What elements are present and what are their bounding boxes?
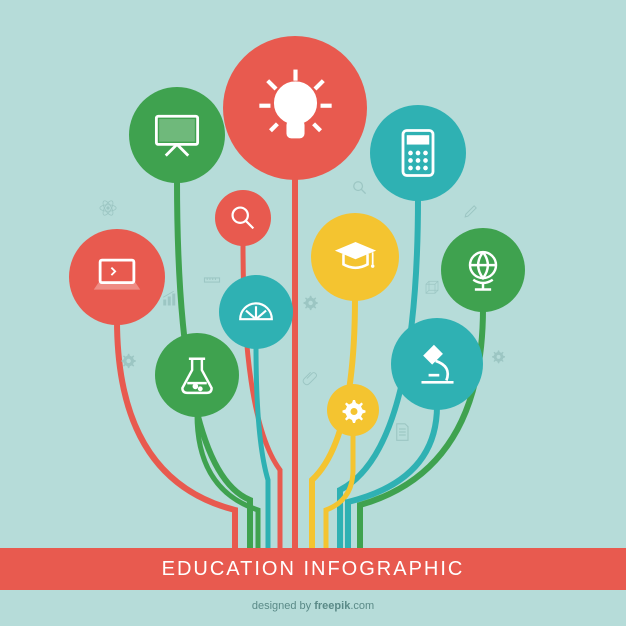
magnifier-node [215,190,271,246]
magnifier-icon [350,178,370,198]
laptop-icon [87,247,147,307]
clip-icon [300,366,320,386]
protractor-node [219,275,293,349]
calculator-node [370,105,466,201]
title-banner: EDUCATION INFOGRAPHIC [0,548,626,590]
credit-line: designed by freepik.com [0,600,626,612]
ruler-icon [201,269,223,291]
chalkboard-node [129,87,225,183]
laptop-node [69,229,165,325]
credit-suffix: .com [350,600,374,612]
microscope-node [391,318,483,410]
credit-prefix: designed by [252,600,314,612]
chalkboard-icon [147,105,207,165]
gradcap-node [311,213,399,301]
gear-icon [300,292,320,312]
magnifier-icon [226,201,261,236]
gear-icon [489,347,507,365]
lightbulb-node [223,36,367,180]
calculator-icon [388,123,448,183]
credit-bold: freepik [314,600,350,612]
title-text: EDUCATION INFOGRAPHIC [162,558,465,581]
gear-icon [118,350,138,370]
atom-icon [95,195,121,221]
flask-icon [171,349,223,401]
lightbulb-icon [251,64,340,153]
gradcap-icon [328,230,383,285]
infographic-canvas: EDUCATION INFOGRAPHIC designed by freepi… [0,0,626,626]
globe-icon [457,244,509,296]
cube-icon [420,276,444,300]
pencil-icon [459,199,481,221]
globe-node [441,228,525,312]
protractor-icon [233,289,279,335]
gear-node [327,384,379,436]
flask-node [155,333,239,417]
gear-icon [337,394,369,426]
doc-icon [390,420,414,444]
microscope-icon [409,336,466,393]
